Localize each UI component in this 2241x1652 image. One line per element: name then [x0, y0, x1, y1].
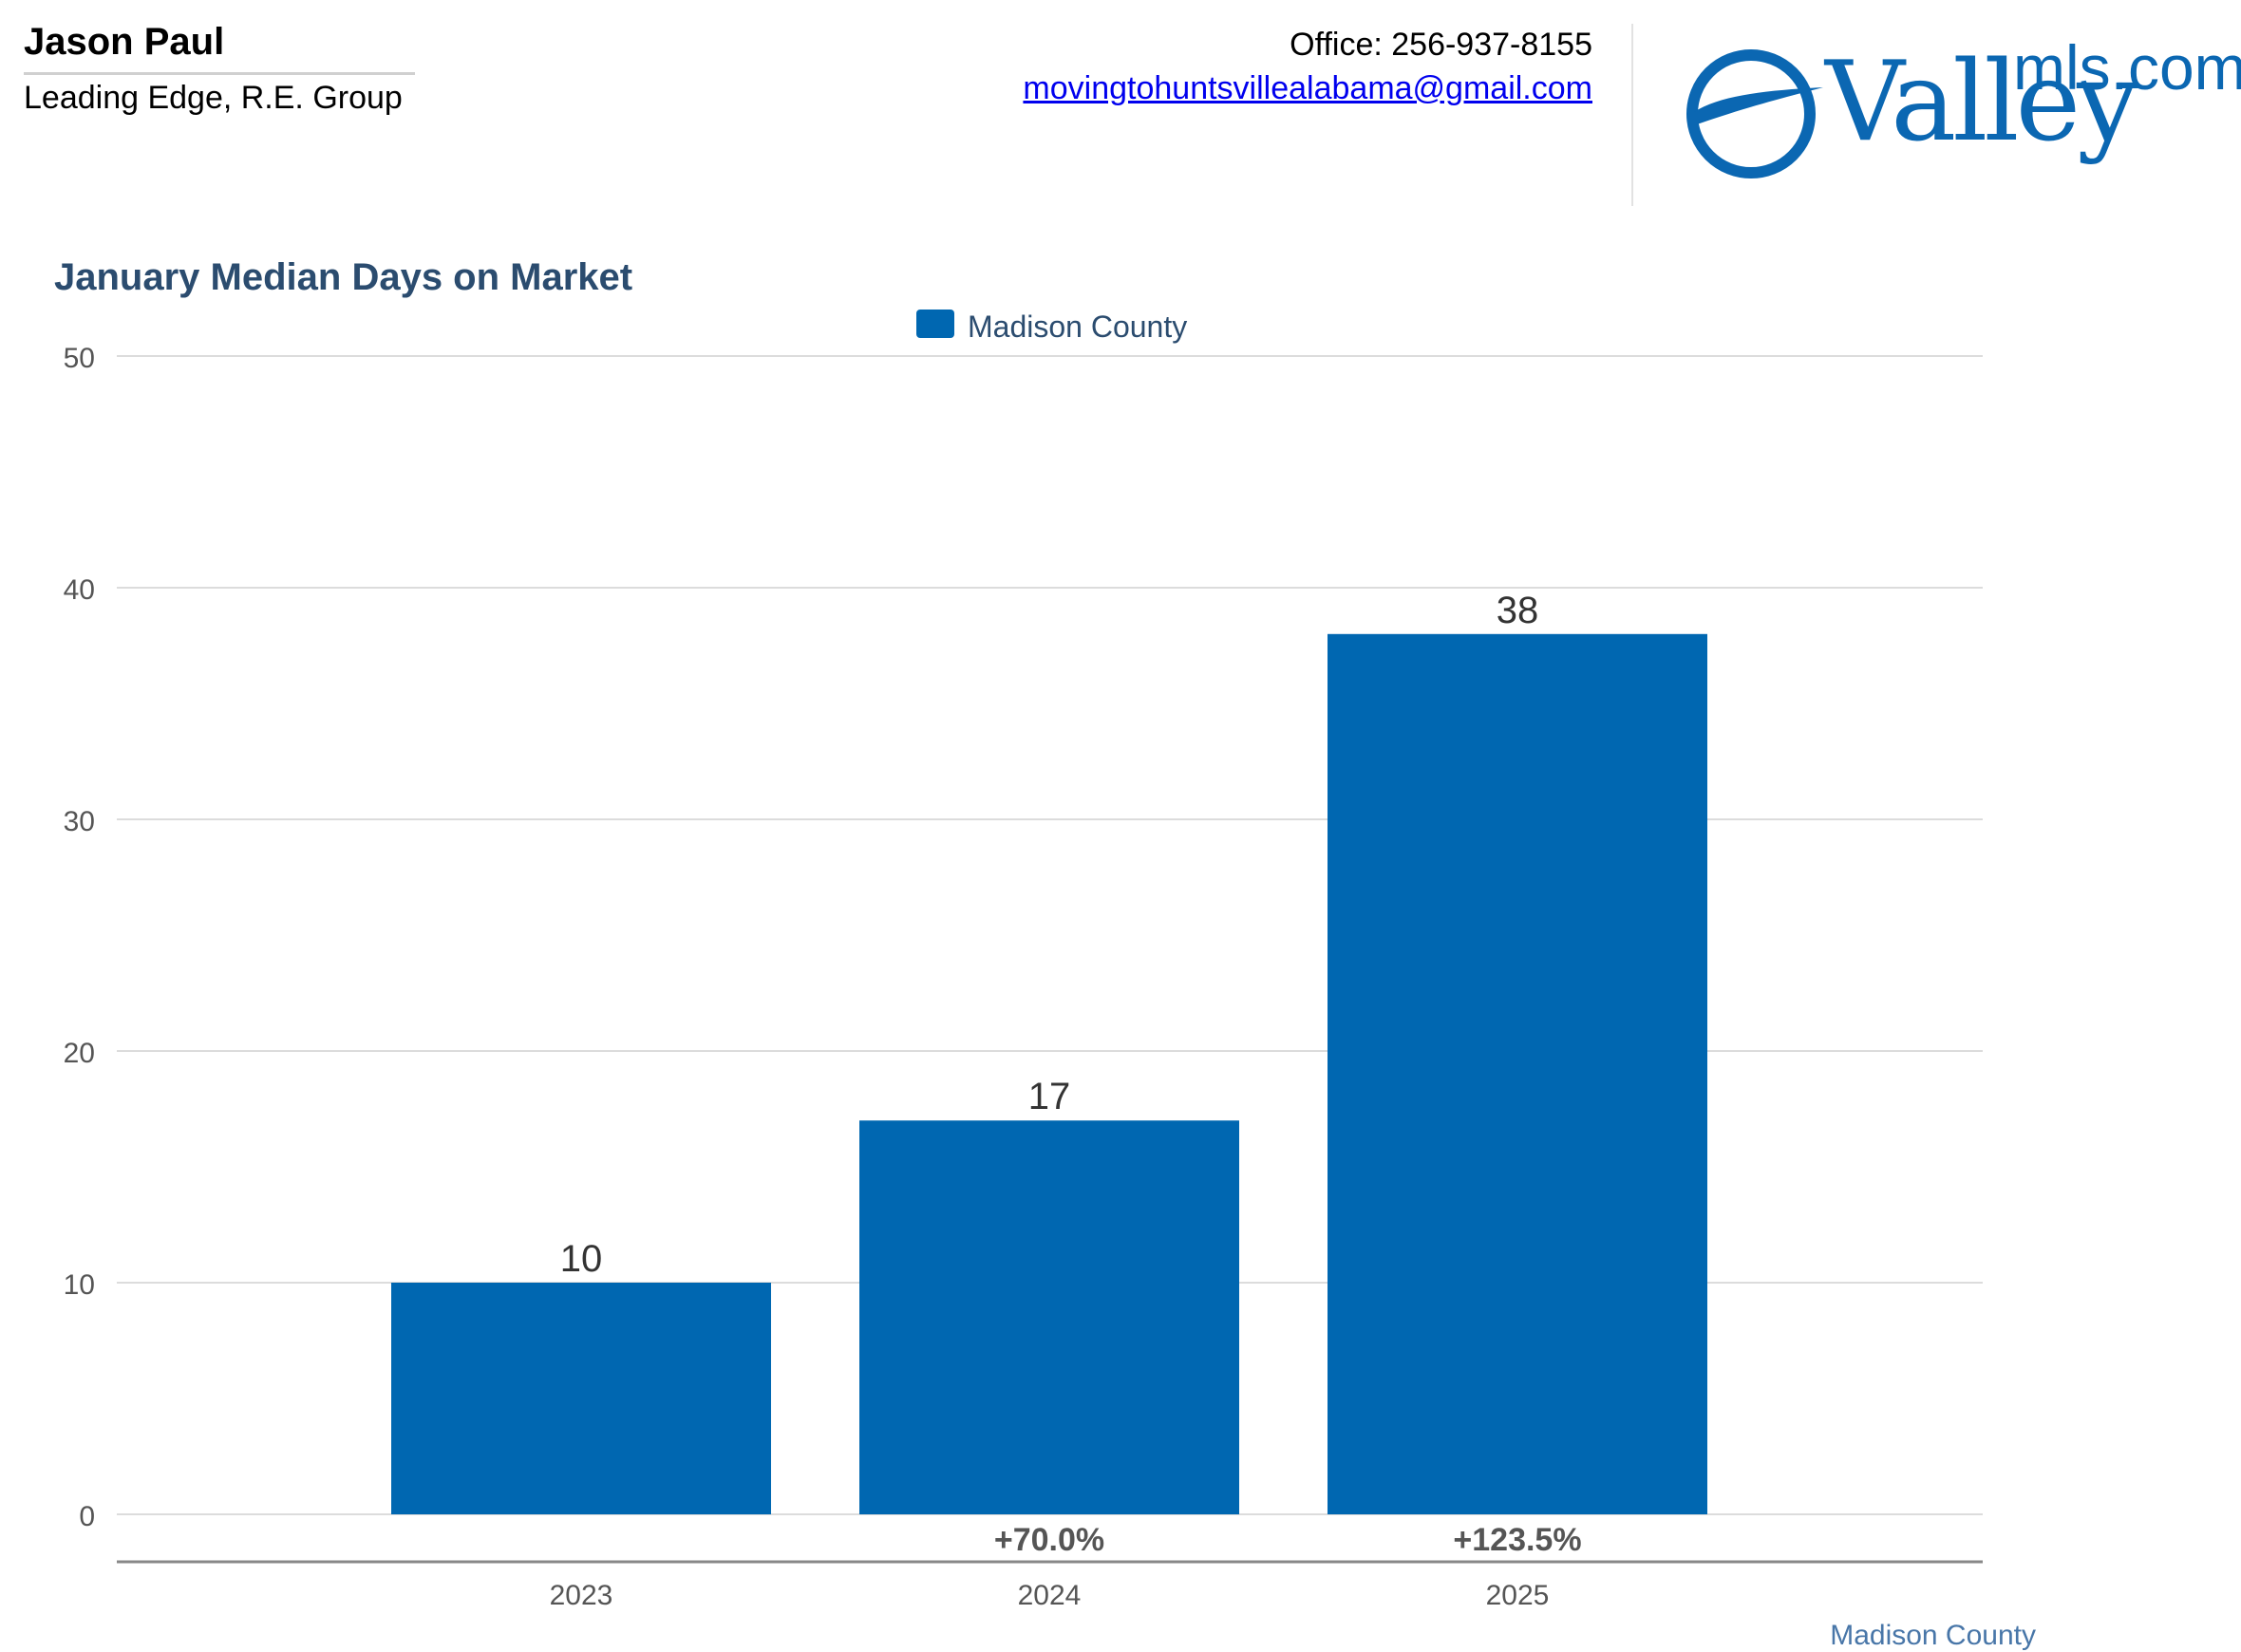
bar-2023: [391, 1283, 771, 1514]
percent-change-label: +123.5%: [1453, 1522, 1581, 1558]
bar-value-label: 38: [1497, 590, 1539, 631]
x-tick-label: 2023: [550, 1580, 613, 1611]
percent-change-label: +70.0%: [994, 1522, 1104, 1558]
y-tick-label: 10: [64, 1269, 95, 1301]
bar-2025: [1328, 633, 1707, 1514]
bar-2024: [859, 1120, 1239, 1514]
agent-company: Leading Edge, R.E. Group: [24, 80, 403, 116]
header-divider: [1631, 24, 1633, 206]
legend-swatch: [916, 310, 954, 338]
y-tick-label: 20: [64, 1038, 95, 1069]
footer-label: Madison County: [1830, 1620, 2036, 1651]
x-tick-label: 2025: [1486, 1580, 1550, 1611]
x-tick-label: 2024: [1018, 1580, 1082, 1611]
valleymls-logo: Valley mls.com: [1683, 28, 2241, 190]
bar-value-label: 17: [1028, 1076, 1071, 1117]
email-link[interactable]: movingtohuntsvillealabama@gmail.com: [1023, 70, 1592, 106]
office-phone: Office: 256-937-8155: [1290, 27, 1592, 63]
valley-logo-icon: [1686, 49, 1823, 178]
bar-chart: 0 10 20 30 40 50 Madison County 10 2023 17 +70.0% 2…: [64, 310, 1983, 1611]
agent-name: Jason Paul: [24, 21, 225, 63]
logo-valley-text: Valley: [1825, 38, 2139, 166]
y-tick-label: 30: [64, 806, 95, 837]
name-divider: [24, 72, 415, 75]
y-tick-label: 50: [64, 343, 95, 374]
y-tick-label: 0: [79, 1501, 95, 1532]
logo-mls-text: mls.com: [2013, 32, 2241, 103]
legend-label: Madison County: [968, 310, 1187, 344]
chart-title: January Median Days on Market: [54, 256, 633, 298]
bar-value-label: 10: [560, 1238, 603, 1280]
y-tick-label: 40: [64, 574, 95, 606]
